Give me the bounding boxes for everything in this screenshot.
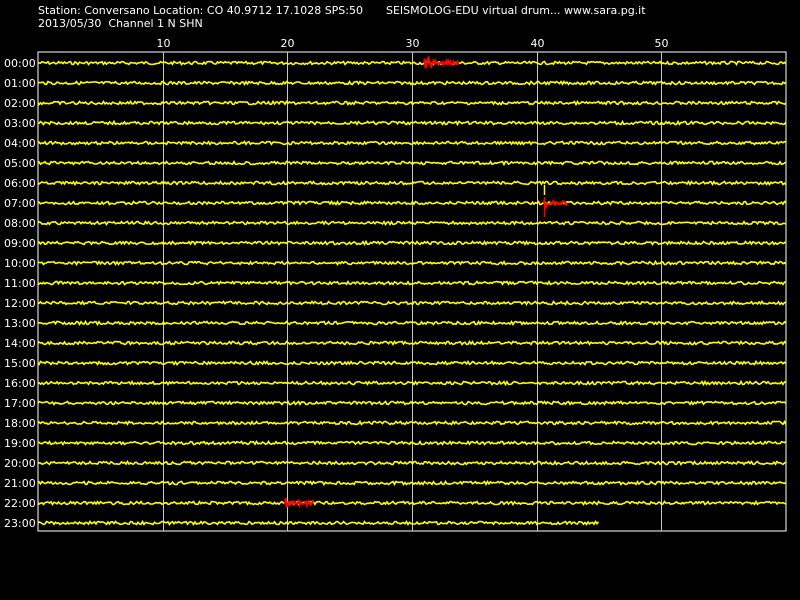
trace-03-00 bbox=[37, 119, 787, 127]
trace-22-00 bbox=[37, 499, 787, 507]
row-label: 16:00 bbox=[4, 377, 36, 390]
row-label: 14:00 bbox=[4, 337, 36, 350]
row-label: 22:00 bbox=[4, 497, 36, 510]
row-label: 12:00 bbox=[4, 297, 36, 310]
trace-17-00 bbox=[37, 399, 787, 406]
trace-04-00 bbox=[37, 140, 787, 146]
row-label: 03:00 bbox=[4, 117, 36, 130]
row-label: 09:00 bbox=[4, 237, 36, 250]
row-label: 10:00 bbox=[4, 257, 36, 270]
trace-11-00 bbox=[37, 280, 787, 286]
trace-08-00 bbox=[37, 220, 787, 227]
x-tick-label: 40 bbox=[531, 37, 545, 50]
row-label: 02:00 bbox=[4, 97, 36, 110]
traces bbox=[37, 60, 787, 527]
x-tick-label: 20 bbox=[281, 37, 295, 50]
trace-20-00 bbox=[37, 459, 787, 466]
row-label: 11:00 bbox=[4, 277, 36, 290]
trace-16-00 bbox=[37, 379, 787, 387]
date-channel-info: 2013/05/30 Channel 1 N SHN bbox=[38, 17, 203, 30]
row-label: 18:00 bbox=[4, 417, 36, 430]
trace-21-00 bbox=[37, 479, 787, 487]
x-tick-label: 50 bbox=[655, 37, 669, 50]
trace-05-00 bbox=[37, 160, 787, 167]
trace-23-00 bbox=[37, 519, 600, 527]
row-label: 23:00 bbox=[4, 517, 36, 530]
trace-02-00 bbox=[37, 99, 787, 107]
row-label: 08:00 bbox=[4, 217, 36, 230]
drum-title: SEISMOLOG-EDU virtual drum... www.sara.p… bbox=[386, 4, 646, 17]
row-label: 06:00 bbox=[4, 177, 36, 190]
trace-12-00 bbox=[37, 299, 787, 306]
labels: 10 20 30 40 50 00:00 01:00 02:00 03:00 04:00 05:00… bbox=[4, 37, 669, 530]
row-label: 01:00 bbox=[4, 77, 36, 90]
trace-07-00 bbox=[37, 199, 787, 206]
event-00-00 bbox=[423, 55, 460, 70]
row-label: 19:00 bbox=[4, 437, 36, 450]
trace-09-00 bbox=[37, 239, 787, 247]
row-label: 21:00 bbox=[4, 477, 36, 490]
row-label: 13:00 bbox=[4, 317, 36, 330]
row-label: 20:00 bbox=[4, 457, 36, 470]
trace-13-00 bbox=[37, 319, 787, 327]
trace-06-00 bbox=[37, 180, 787, 187]
station-info: Station: Conversano Location: CO 40.9712… bbox=[38, 4, 363, 17]
grid bbox=[37, 51, 787, 532]
x-tick-label: 30 bbox=[406, 37, 420, 50]
row-label: 04:00 bbox=[4, 137, 36, 150]
row-label: 15:00 bbox=[4, 357, 36, 370]
row-label: 05:00 bbox=[4, 157, 36, 170]
row-label: 07:00 bbox=[4, 197, 36, 210]
trace-19-00 bbox=[37, 439, 787, 447]
row-label: 00:00 bbox=[4, 57, 36, 70]
x-tick-label: 10 bbox=[157, 37, 171, 50]
event-07-00 bbox=[543, 199, 569, 211]
event-22-00 bbox=[283, 497, 315, 509]
events bbox=[283, 55, 569, 509]
trace-01-00 bbox=[37, 80, 787, 86]
trace-18-00 bbox=[37, 419, 787, 426]
trace-10-00 bbox=[37, 259, 787, 267]
trace-00-00 bbox=[38, 60, 787, 67]
row-label: 17:00 bbox=[4, 397, 36, 410]
trace-15-00 bbox=[37, 359, 787, 367]
trace-14-00 bbox=[37, 339, 787, 346]
